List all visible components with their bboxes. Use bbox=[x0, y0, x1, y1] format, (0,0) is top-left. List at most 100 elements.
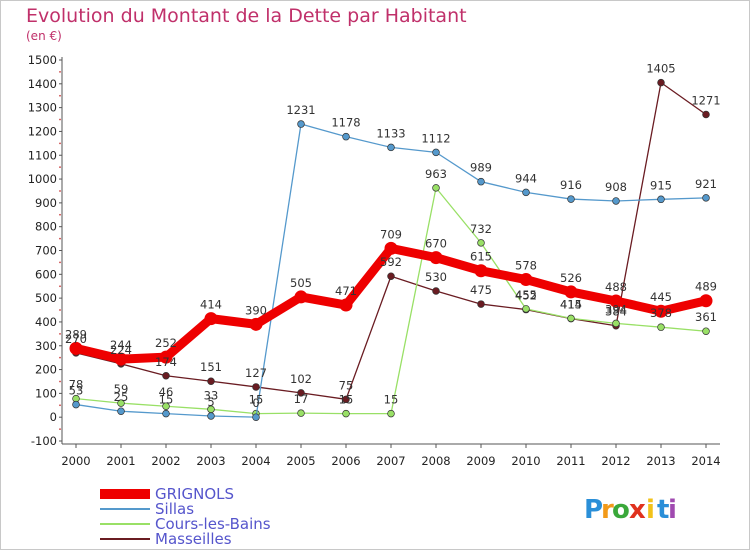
x-tick-label: 2012 bbox=[601, 454, 630, 468]
data-point bbox=[567, 195, 575, 203]
data-point bbox=[432, 184, 440, 192]
x-tick-label: 2009 bbox=[466, 454, 495, 468]
y-minor-tick bbox=[59, 213, 61, 216]
data-label: 102 bbox=[290, 372, 312, 386]
x-tick-label: 2008 bbox=[421, 454, 450, 468]
data-point bbox=[522, 188, 530, 197]
data-label: 78 bbox=[69, 378, 84, 392]
data-label: 475 bbox=[470, 283, 492, 297]
data-point bbox=[702, 327, 710, 335]
data-label: 270 bbox=[65, 332, 87, 346]
y-tick-label: 200 bbox=[35, 363, 57, 377]
legend-label: Masseilles bbox=[155, 530, 232, 548]
data-point bbox=[612, 319, 620, 328]
y-tick-label: 0 bbox=[50, 410, 57, 424]
x-tick-label: 2013 bbox=[646, 454, 675, 468]
data-label: 505 bbox=[290, 276, 312, 290]
data-label: 916 bbox=[560, 178, 582, 192]
data-label: 0 bbox=[252, 396, 259, 410]
data-label: 53 bbox=[69, 384, 84, 398]
data-point bbox=[297, 389, 305, 397]
data-label: 414 bbox=[560, 298, 582, 312]
data-label: 33 bbox=[204, 388, 219, 402]
legend-label: Cours-les-Bains bbox=[155, 515, 271, 533]
data-label: 46 bbox=[159, 385, 174, 399]
data-label: 224 bbox=[110, 343, 132, 357]
data-label: 471 bbox=[335, 284, 357, 298]
data-point bbox=[162, 372, 170, 380]
data-point bbox=[387, 272, 395, 280]
data-point bbox=[657, 195, 665, 204]
data-point bbox=[342, 395, 350, 404]
y-tick-label: 400 bbox=[35, 315, 57, 329]
x-tick-label: 2010 bbox=[511, 454, 540, 468]
x-tick-label: 2005 bbox=[286, 454, 315, 468]
data-label: 289 bbox=[65, 327, 87, 341]
data-label: 908 bbox=[605, 180, 627, 194]
brand-letter: o bbox=[612, 495, 630, 525]
data-label: 578 bbox=[515, 259, 537, 273]
data-label: 15 bbox=[339, 393, 354, 407]
series-line-sillas bbox=[75, 123, 707, 418]
data-label: 15 bbox=[159, 393, 174, 407]
data-label: 455 bbox=[515, 288, 537, 302]
chart-title: Evolution du Montant de la Dette par Hab… bbox=[26, 5, 467, 27]
y-minor-tick bbox=[59, 404, 61, 407]
data-point bbox=[207, 412, 215, 420]
y-tick-label: 900 bbox=[35, 196, 57, 210]
data-point bbox=[342, 132, 350, 141]
data-label: 17 bbox=[294, 392, 309, 406]
data-point bbox=[477, 300, 485, 308]
data-point bbox=[387, 143, 395, 152]
data-label: 709 bbox=[380, 227, 402, 241]
x-tick-label: 2002 bbox=[151, 454, 180, 468]
y-minor-tick bbox=[59, 237, 61, 240]
x-tick-label: 2004 bbox=[241, 454, 270, 468]
y-tick-label: 1000 bbox=[28, 172, 57, 186]
data-label: 394 bbox=[605, 302, 627, 316]
data-point bbox=[567, 314, 575, 323]
data-point bbox=[699, 294, 713, 308]
data-point bbox=[117, 407, 125, 415]
x-tick-label: 2007 bbox=[376, 454, 405, 468]
data-label: 174 bbox=[155, 355, 177, 369]
brand-letter: r bbox=[601, 495, 614, 525]
y-minor-tick bbox=[59, 190, 61, 192]
data-point bbox=[429, 251, 443, 265]
data-point bbox=[294, 290, 308, 304]
data-point bbox=[207, 377, 215, 385]
y-minor-tick bbox=[59, 380, 61, 383]
data-point bbox=[702, 110, 710, 119]
data-point bbox=[702, 194, 710, 202]
data-point bbox=[342, 409, 350, 418]
brand-letter: x bbox=[629, 495, 646, 525]
y-minor-tick bbox=[59, 261, 61, 264]
data-point bbox=[477, 177, 485, 186]
x-tick-label: 2006 bbox=[331, 454, 360, 468]
data-point bbox=[159, 350, 173, 364]
data-label: 378 bbox=[650, 306, 672, 320]
data-point bbox=[297, 120, 305, 128]
data-point bbox=[609, 294, 623, 308]
x-tick-label: 2014 bbox=[691, 454, 720, 468]
y-minor-tick bbox=[59, 285, 61, 288]
y-tick-label: 700 bbox=[35, 244, 57, 258]
data-label: 670 bbox=[425, 237, 447, 251]
data-point bbox=[339, 298, 353, 312]
data-label: 452 bbox=[515, 289, 537, 303]
y-minor-tick bbox=[59, 118, 61, 121]
data-label: 526 bbox=[560, 271, 582, 285]
data-point bbox=[474, 264, 488, 278]
y-minor-tick bbox=[59, 309, 61, 311]
y-tick-label: 800 bbox=[35, 220, 57, 234]
data-point bbox=[72, 400, 80, 409]
y-tick-label: 1300 bbox=[28, 101, 57, 115]
data-label: 592 bbox=[380, 255, 402, 269]
data-label: 989 bbox=[470, 161, 492, 175]
data-label: 361 bbox=[695, 310, 717, 324]
data-label: 15 bbox=[249, 393, 264, 407]
y-minor-tick bbox=[59, 166, 61, 169]
y-minor-tick bbox=[59, 428, 61, 430]
y-tick-label: 1200 bbox=[28, 124, 57, 138]
legend-label: Sillas bbox=[155, 500, 194, 518]
